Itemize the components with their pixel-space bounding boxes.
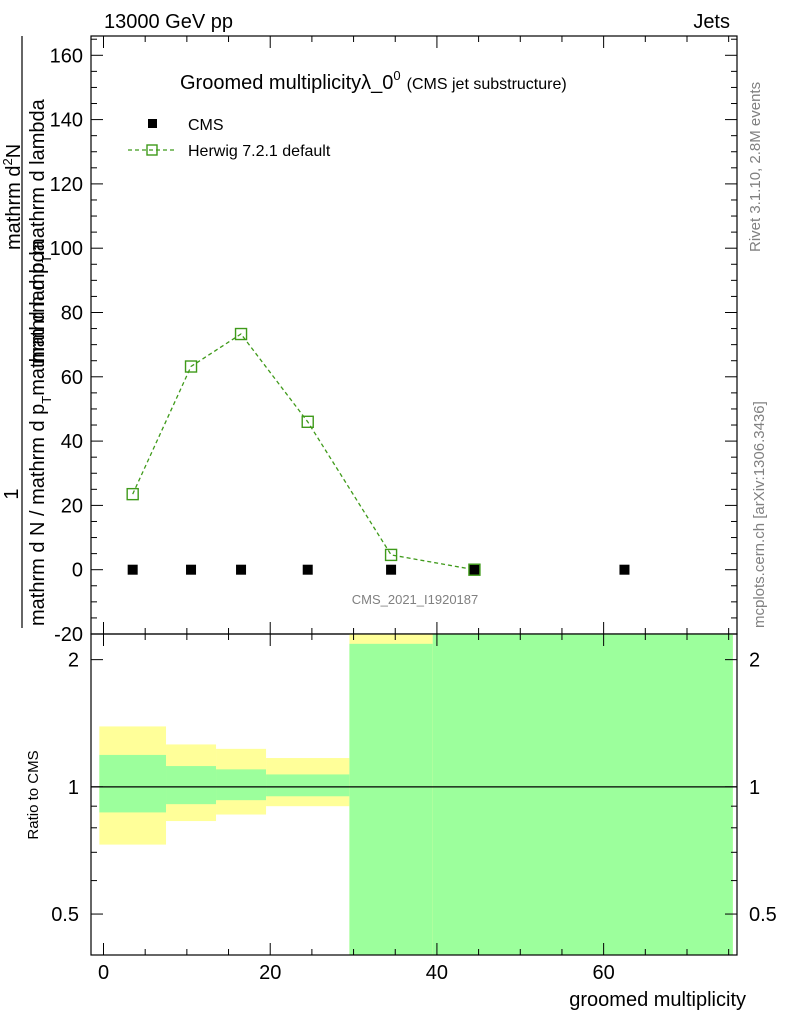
ylabel-numerator: 1: [1, 488, 23, 499]
rivet-label: Rivet 3.1.10, 2.8M events: [747, 82, 764, 252]
main-ylabel: 1 mathrm d N / mathrm d pTmathrm d lambd…: [0, 36, 54, 628]
main-y-tick-label: 20: [61, 495, 83, 517]
herwig-data-point: [301, 415, 314, 429]
cms-data-point: [127, 564, 138, 575]
x-tick-label: 40: [426, 962, 448, 984]
ratio-plot: 0.5 0.51 12 20 20 40 60: [51, 633, 777, 984]
ratio-frame: [90, 633, 738, 956]
title-sup: 0: [393, 68, 400, 83]
cms-data-point: [236, 564, 247, 575]
ylabel-den-rest: mathrm d lambda: [27, 239, 49, 395]
ratio-band-inner: [266, 774, 350, 797]
ratio-band-inner: [432, 634, 733, 955]
main-y-tick-label: 100: [50, 238, 83, 260]
main-y-tick-label: 140: [50, 110, 83, 132]
ratio-band-inner: [99, 754, 167, 813]
main-y-tick-label: 80: [61, 302, 83, 324]
ylabel-frac2-den: mathrm d pTmathrm d lambda: [27, 98, 54, 364]
main-y-tick-label: 40: [61, 431, 83, 453]
x-tick-label: 0: [98, 962, 109, 984]
legend-herwig-label: Herwig 7.2.1 default: [188, 143, 331, 160]
ylabel-denominator: mathrm d N / mathrm d pTmathrm d lambda: [27, 239, 54, 626]
herwig-data-point: [126, 487, 139, 501]
ylabel-frac2-den-rest: mathrm d lambda: [27, 98, 49, 254]
ratio-y-tick-label-left: 0.5: [51, 904, 79, 926]
ratio-y-tick-label-left: 2: [68, 650, 79, 672]
ratio-y-tick-label-right: 2: [749, 650, 760, 672]
x-axis-label: groomed multiplicity: [569, 989, 746, 1011]
header-right: Jets: [693, 11, 730, 33]
cms-data-point: [469, 564, 480, 575]
cms-data-point: [302, 564, 313, 575]
ylabel-frac2-num: mathrm d2N: [0, 144, 25, 250]
legend-cms-label: CMS: [188, 117, 224, 134]
main-y-tick-label: 160: [50, 45, 83, 67]
mcplots-label: mcplots.cern.ch [arXiv:1306.3436]: [751, 401, 768, 628]
ratio-y-tick-label-right: 0.5: [749, 904, 777, 926]
chart-title: Groomed multiplicityλ_00 (CMS jet substru…: [180, 68, 567, 94]
title-main: Groomed multiplicityλ_0: [180, 72, 393, 94]
main-y-tick-label: 0: [72, 560, 83, 582]
watermark: CMS_2021_I1920187: [352, 592, 479, 607]
main-y-tick-label: 60: [61, 367, 83, 389]
cms-data-point: [619, 564, 630, 575]
ratio-y-tick-label-right: 1: [749, 777, 760, 799]
main-plot: -20 0 20 40 60 80 100 120 140 160: [50, 35, 738, 646]
herwig-data-point: [184, 360, 198, 373]
ylabel-frac2-den-text: mathrm d p: [27, 263, 49, 364]
ylabel-den-sub: T: [39, 396, 54, 404]
ratio-y-tick-label-left: 1: [68, 777, 79, 799]
ratio-ylabel: Ratio to CMS: [25, 750, 42, 839]
ylabel-frac2-num-text: mathrm d: [3, 166, 25, 250]
ylabel-frac2-num-rest: N: [3, 144, 25, 158]
cms-data-point: [386, 564, 397, 575]
ratio-band-inner: [166, 766, 217, 805]
header-left: 13000 GeV pp: [104, 11, 233, 33]
legend-cms-marker: [148, 119, 157, 128]
x-tick-label: 20: [259, 962, 281, 984]
herwig-data-point: [384, 548, 398, 562]
main-y-tick-label: -20: [54, 624, 83, 646]
title-sub: (CMS jet substructure): [407, 76, 567, 93]
ylabel-frac2-num-sup: 2: [0, 158, 15, 165]
ylabel-frac2-den-sub: T: [39, 255, 54, 263]
herwig-data-point: [468, 563, 481, 576]
main-y-tick-label: 120: [50, 174, 83, 196]
herwig-series-line: [132, 333, 475, 571]
legend-herwig-marker: [146, 144, 158, 156]
x-tick-label: 60: [593, 962, 615, 984]
herwig-data-point: [234, 327, 248, 341]
ratio-band-inner: [216, 769, 267, 801]
ratio-band-inner: [349, 643, 433, 955]
cms-data-point: [186, 564, 197, 575]
ylabel-den-text: mathrm d N / mathrm d p: [27, 404, 49, 626]
legend: CMS Herwig 7.2.1 default: [128, 117, 331, 160]
